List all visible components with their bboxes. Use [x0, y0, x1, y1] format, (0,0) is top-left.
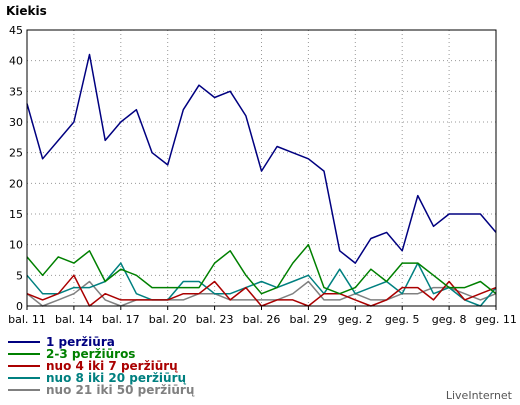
legend-label-3: nuo 4 iki 7 peržiūrų	[46, 359, 178, 373]
series-lines	[26, 53, 497, 307]
x-tick-label: bal. 20	[149, 313, 187, 326]
x-tick-label: geg. 8	[432, 313, 467, 326]
series-line-5	[26, 280, 497, 307]
y-tick-label: 45	[9, 24, 23, 37]
x-tick-label: bal. 11	[8, 313, 46, 326]
y-tick-label: 5	[16, 269, 23, 282]
chart-title: Kiekis	[6, 4, 47, 18]
x-tick-label: bal. 29	[290, 313, 328, 326]
plot-frame	[26, 29, 497, 307]
y-tick-label: 35	[9, 85, 23, 98]
y-tick-label: 30	[9, 116, 23, 129]
x-tick-label: bal. 26	[243, 313, 281, 326]
series-line-1	[26, 53, 497, 264]
x-tick-label: geg. 2	[338, 313, 373, 326]
y-tick-label: 40	[9, 55, 23, 68]
brand-label: LiveInternet	[446, 389, 513, 402]
y-tick-label: 0	[16, 300, 23, 313]
x-tick-label: geg. 11	[475, 313, 517, 326]
series-line-2	[26, 243, 497, 295]
y-tick-label: 25	[9, 147, 23, 160]
x-tick-label: bal. 17	[102, 313, 140, 326]
x-tick-label: bal. 14	[55, 313, 93, 326]
y-tick-label: 15	[9, 208, 23, 221]
y-axis-ticks: 0 5 10 15 20 25 30 35 40 45	[9, 24, 23, 313]
legend-label-4: nuo 8 iki 20 peržiūrų	[46, 371, 187, 385]
legend-label-5: nuo 21 iki 50 peržiūrų	[46, 383, 195, 397]
y-tick-label: 20	[9, 177, 23, 190]
legend-label-1: 1 peržiūra	[46, 335, 115, 349]
y-tick-label: 10	[9, 239, 23, 252]
legend-label-2: 2-3 peržiūros	[46, 347, 135, 361]
x-axis-ticks: bal. 11 bal. 14 bal. 17 bal. 20 bal. 23 bal. …	[8, 306, 517, 326]
x-tick-label: geg. 5	[385, 313, 420, 326]
x-tick-label: bal. 23	[196, 313, 234, 326]
